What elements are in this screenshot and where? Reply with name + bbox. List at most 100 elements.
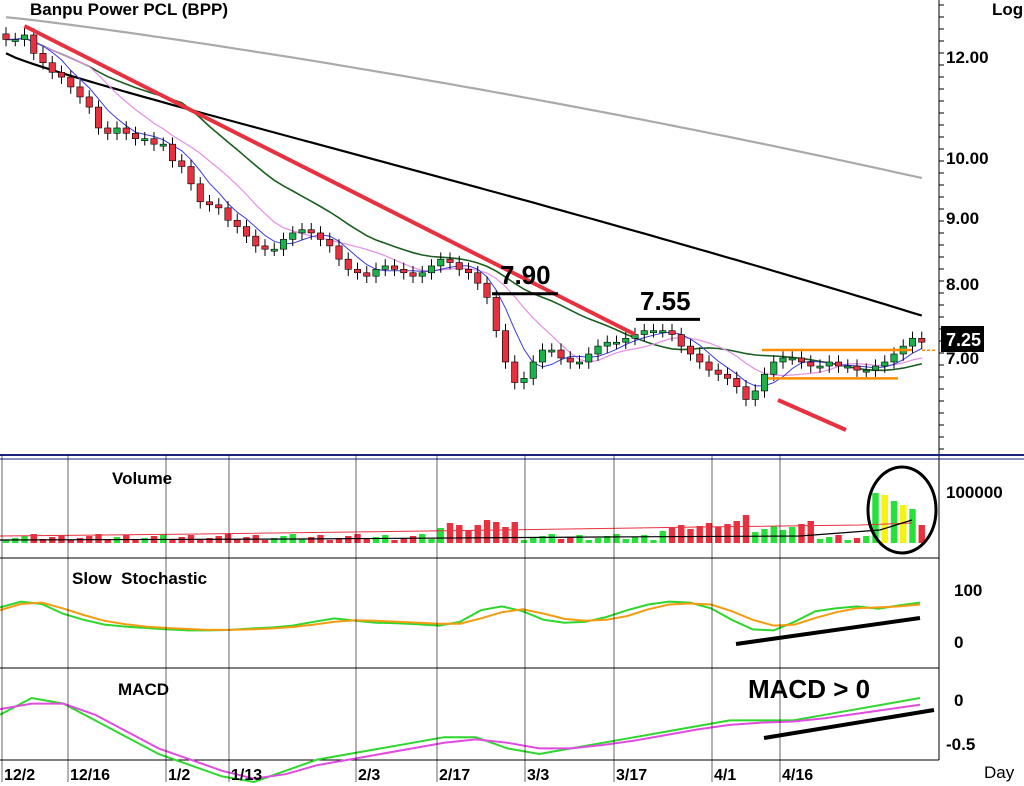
candle-body	[871, 365, 879, 371]
volume-bar	[511, 522, 518, 543]
volume-bar	[631, 537, 639, 543]
volume-bar	[409, 536, 417, 543]
candle-body	[20, 34, 28, 40]
candle-body	[104, 127, 112, 134]
volume-bar	[853, 538, 861, 543]
x-tick-label: 2/17	[439, 767, 470, 784]
volume-bar	[474, 525, 481, 543]
volume-bar	[872, 493, 879, 543]
candle-body	[853, 365, 861, 371]
candle-body	[243, 226, 251, 237]
candle-body	[427, 265, 435, 274]
candle-body	[557, 349, 565, 359]
resistance-label-755: 7.55	[640, 286, 691, 316]
volume-bar	[807, 521, 814, 543]
candle-body	[455, 262, 463, 270]
candle-body	[353, 269, 361, 274]
candle-body	[668, 330, 676, 335]
volume-bar	[428, 539, 435, 543]
candle-body	[372, 269, 380, 277]
candle-body	[594, 345, 602, 355]
candle-body	[437, 258, 445, 267]
candle-body	[825, 361, 833, 367]
candle-body	[677, 334, 685, 347]
candle-body	[501, 330, 509, 363]
volume-bar	[39, 539, 47, 543]
macd-signal-line	[0, 702, 921, 780]
candle-body	[150, 138, 158, 145]
candle-body	[298, 229, 306, 234]
candle-body	[95, 106, 103, 129]
price-tick-8: 8.00	[946, 275, 979, 294]
candle-body	[779, 357, 787, 363]
x-tick-label: 1/13	[231, 767, 262, 784]
volume-bar	[243, 537, 250, 543]
volume-bar	[483, 520, 491, 543]
candle-body	[816, 365, 824, 369]
candle-body	[474, 272, 482, 284]
candle-body	[446, 258, 454, 263]
price-tick-7: 7.00	[946, 349, 979, 368]
macd-label: MACD	[118, 680, 169, 699]
stoch-tick-0: 0	[954, 633, 963, 652]
candle-body	[233, 219, 241, 227]
volume-bar	[465, 530, 472, 543]
macd-trend-line	[763, 708, 935, 740]
resistance-label-790: 7.90	[500, 260, 551, 290]
ma75-line-path	[5, 52, 923, 317]
candle-body	[196, 183, 204, 203]
candle-body	[760, 373, 768, 392]
volume-bar	[400, 538, 407, 543]
candle-body	[612, 341, 620, 345]
ma200-line-path	[5, 16, 923, 180]
candle-body	[57, 71, 65, 78]
volume-bar	[890, 501, 898, 543]
volume-bar	[372, 537, 380, 543]
candle-body	[11, 39, 19, 42]
candle-body	[252, 235, 260, 247]
candle-body	[918, 338, 926, 343]
volume-bar	[881, 495, 888, 543]
candle-body	[862, 369, 870, 373]
candle-body	[206, 201, 214, 206]
candle-body	[2, 33, 10, 40]
candlesticks	[2, 27, 926, 407]
volume-bar	[705, 523, 713, 543]
volume-bar	[95, 534, 102, 543]
candle-body	[326, 239, 334, 247]
x-axis: 12/2 12/16 1/2 1/13 2/3 2/17 3/3 3/17 4/1 4/16	[1, 455, 813, 784]
volume-bar	[456, 525, 463, 543]
candle-body	[751, 390, 759, 400]
log-scale-label: Log	[992, 0, 1023, 19]
candle-body	[409, 272, 417, 277]
volume-bar	[900, 505, 907, 543]
stoch-tick-100: 100	[954, 581, 982, 600]
candle-body	[381, 265, 389, 270]
volume-bar	[604, 536, 611, 543]
candle-body	[400, 269, 408, 274]
macd-panel	[0, 696, 935, 784]
candle-body	[335, 245, 343, 260]
candle-body	[464, 269, 472, 274]
x-tick-label: 12/2	[4, 767, 35, 784]
candle-body	[279, 239, 287, 250]
volume-bar	[234, 539, 241, 543]
candle-body	[566, 357, 574, 363]
candle-body	[159, 143, 167, 147]
volume-bar	[724, 524, 731, 543]
candle-body	[224, 207, 232, 221]
volume-bar	[169, 539, 176, 543]
chart-title: Banpu Power PCL (BPP)	[30, 0, 228, 19]
candle-body	[48, 62, 56, 73]
candle-body	[390, 265, 398, 270]
volume-bar	[76, 538, 84, 543]
candle-body	[520, 378, 528, 383]
candle-body	[270, 248, 278, 252]
candle-body	[132, 133, 140, 140]
candle-body	[30, 34, 38, 54]
volume-bar	[548, 534, 555, 543]
volume-bar	[918, 525, 925, 543]
volume-bar	[622, 539, 629, 543]
ma75-line	[5, 52, 923, 317]
candle-body	[122, 127, 130, 134]
